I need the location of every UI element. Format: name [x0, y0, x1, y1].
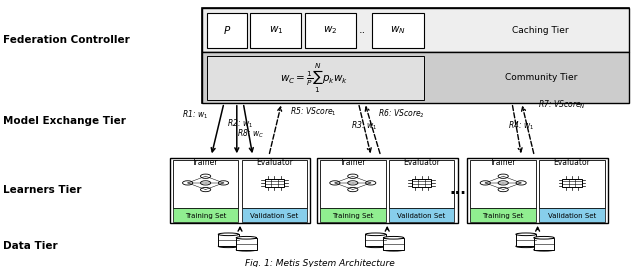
FancyBboxPatch shape	[467, 158, 608, 223]
FancyBboxPatch shape	[202, 8, 629, 103]
FancyBboxPatch shape	[563, 179, 582, 187]
Text: R6: $VScore_2$: R6: $VScore_2$	[378, 107, 424, 120]
Ellipse shape	[218, 245, 239, 248]
FancyBboxPatch shape	[236, 238, 257, 250]
Ellipse shape	[218, 233, 239, 235]
FancyBboxPatch shape	[173, 208, 239, 222]
Ellipse shape	[534, 237, 554, 239]
FancyBboxPatch shape	[516, 234, 536, 246]
FancyBboxPatch shape	[320, 208, 385, 222]
FancyBboxPatch shape	[207, 13, 247, 48]
Text: Federation Controller: Federation Controller	[3, 35, 130, 45]
Ellipse shape	[365, 233, 386, 235]
Text: R4: $w_1$: R4: $w_1$	[508, 119, 534, 132]
FancyBboxPatch shape	[218, 234, 239, 246]
Text: $w_N$: $w_N$	[390, 24, 406, 36]
Ellipse shape	[534, 249, 554, 251]
FancyBboxPatch shape	[202, 8, 629, 52]
Text: $w_2$: $w_2$	[323, 24, 337, 36]
FancyBboxPatch shape	[365, 234, 386, 246]
Text: $w_1$: $w_1$	[269, 24, 283, 36]
Text: Validation Set: Validation Set	[548, 213, 596, 219]
Ellipse shape	[516, 233, 536, 235]
FancyBboxPatch shape	[202, 52, 629, 103]
Text: Evaluator: Evaluator	[256, 158, 293, 167]
FancyBboxPatch shape	[242, 208, 307, 222]
Text: R8: $w_C$: R8: $w_C$	[237, 127, 264, 140]
Text: R1: $w_1$: R1: $w_1$	[182, 109, 209, 121]
FancyBboxPatch shape	[305, 13, 356, 48]
Text: Trainer: Trainer	[340, 158, 366, 167]
Text: Evaluator: Evaluator	[554, 158, 591, 167]
Text: $w_C = \frac{1}{P}\sum_{1}^{N} p_k w_k$: $w_C = \frac{1}{P}\sum_{1}^{N} p_k w_k$	[280, 61, 348, 95]
Text: Model Exchange Tier: Model Exchange Tier	[3, 116, 126, 127]
Text: Validation Set: Validation Set	[397, 213, 445, 219]
Text: Trainer: Trainer	[193, 158, 219, 167]
FancyBboxPatch shape	[320, 160, 385, 208]
FancyBboxPatch shape	[534, 238, 554, 250]
Text: R2: $w_1$: R2: $w_1$	[227, 118, 253, 130]
FancyBboxPatch shape	[388, 208, 454, 222]
FancyBboxPatch shape	[173, 160, 239, 208]
Text: R3: $w_1$: R3: $w_1$	[351, 120, 378, 132]
Ellipse shape	[365, 245, 386, 248]
Text: Training Set: Training Set	[185, 213, 227, 219]
FancyBboxPatch shape	[412, 179, 431, 187]
FancyBboxPatch shape	[265, 179, 284, 187]
Text: Caching Tier: Caching Tier	[513, 26, 569, 35]
Text: Trainer: Trainer	[490, 158, 516, 167]
FancyBboxPatch shape	[242, 160, 307, 208]
FancyBboxPatch shape	[539, 208, 605, 222]
Text: ...: ...	[449, 182, 466, 197]
FancyBboxPatch shape	[170, 158, 310, 223]
Ellipse shape	[236, 249, 257, 251]
FancyBboxPatch shape	[539, 160, 605, 208]
FancyBboxPatch shape	[372, 13, 424, 48]
Text: Evaluator: Evaluator	[403, 158, 440, 167]
FancyBboxPatch shape	[250, 13, 301, 48]
Text: Training Set: Training Set	[332, 213, 374, 219]
Ellipse shape	[383, 249, 404, 251]
Text: Validation Set: Validation Set	[250, 213, 298, 219]
Ellipse shape	[383, 237, 404, 239]
Text: R7: $VScore_N$: R7: $VScore_N$	[538, 99, 586, 111]
FancyBboxPatch shape	[383, 238, 404, 250]
FancyBboxPatch shape	[207, 56, 424, 100]
FancyBboxPatch shape	[470, 208, 536, 222]
Text: R5: $VScore_1$: R5: $VScore_1$	[290, 106, 337, 118]
Text: Fig. 1: Metis System Architecture: Fig. 1: Metis System Architecture	[245, 259, 395, 267]
Ellipse shape	[236, 237, 257, 239]
Text: Data Tier: Data Tier	[3, 241, 58, 251]
FancyBboxPatch shape	[388, 160, 454, 208]
FancyBboxPatch shape	[317, 158, 458, 223]
Text: ..: ..	[358, 25, 366, 35]
FancyBboxPatch shape	[470, 160, 536, 208]
Text: Learners Tier: Learners Tier	[3, 184, 82, 195]
Text: $P$: $P$	[223, 24, 231, 36]
Ellipse shape	[516, 245, 536, 248]
Text: Community Tier: Community Tier	[504, 73, 577, 82]
Text: Training Set: Training Set	[483, 213, 524, 219]
